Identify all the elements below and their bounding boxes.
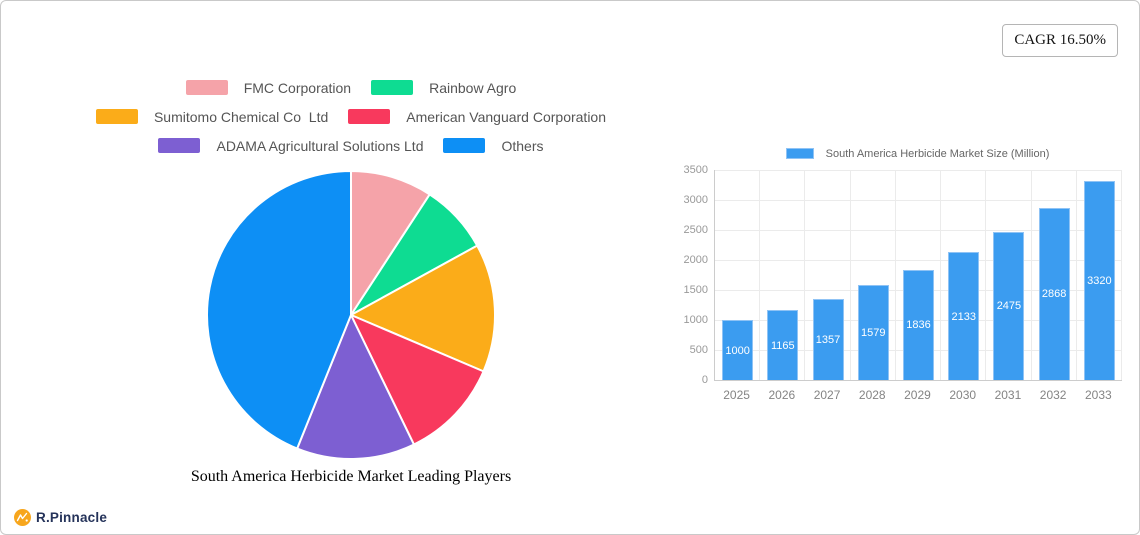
- bar-chart-legend-item[interactable]: South America Herbicide Market Size (Mil…: [714, 147, 1121, 160]
- pie-slice-american-vanguard-corporation[interactable]: [350, 314, 485, 446]
- bar-2025[interactable]: 1000: [722, 320, 754, 380]
- x-axis-label: 2030: [949, 388, 977, 402]
- legend-item-fmc-corporation[interactable]: FMC Corporation: [185, 79, 352, 96]
- legend-swatch: [348, 109, 391, 124]
- gridline-vertical: [985, 170, 987, 380]
- legend-item-others[interactable]: Others: [443, 137, 544, 154]
- bar-2029[interactable]: 1836: [903, 269, 934, 380]
- bar-value-label: 1165: [771, 339, 795, 352]
- x-axis-label: 2027: [813, 388, 841, 402]
- bar-legend-label: South America Herbicide Market Size (Mil…: [825, 147, 1050, 160]
- bar-value-label: 2133: [951, 310, 976, 323]
- y-axis-tick-label: 2500: [683, 224, 708, 236]
- legend-label: FMC Corporation: [243, 79, 352, 96]
- legend-swatch: [443, 138, 486, 153]
- bar-value-label: 1000: [725, 344, 750, 357]
- x-axis-label: 2025: [723, 388, 750, 402]
- pie-slice-sumitomo-chemical-co-ltd[interactable]: [350, 244, 496, 373]
- legend-label: ADAMA Agricultural Solutions Ltd: [216, 137, 424, 154]
- bar-value-label: 2475: [996, 300, 1022, 313]
- x-axis-label: 2029: [904, 388, 931, 402]
- legend-swatch: [158, 138, 201, 153]
- gridline-vertical: [804, 170, 806, 380]
- pie-slice-others[interactable]: [206, 170, 352, 450]
- bar-2026[interactable]: 1165: [767, 310, 799, 380]
- gridline-horizontal: [715, 230, 1122, 231]
- bar-value-label: 3320: [1087, 274, 1112, 287]
- pie-chart-wrap: [205, 169, 497, 461]
- legend-item-sumitomo-chemical-co-ltd[interactable]: Sumitomo Chemical Co Ltd: [95, 108, 329, 125]
- bar-value-label: 1579: [861, 327, 886, 340]
- pie-chart-title: South America Herbicide Market Leading P…: [190, 468, 512, 485]
- y-axis-tick-label: 500: [689, 344, 708, 356]
- pie-slice-adama-agricultural-solutions-ltd[interactable]: [296, 314, 415, 460]
- gridline-horizontal: [715, 260, 1122, 261]
- bar-2031[interactable]: 2475: [993, 231, 1025, 380]
- gridline-vertical: [1121, 170, 1122, 380]
- pie-legend: FMC Corporation Rainbow Agro Sumitomo Chem…: [1, 73, 701, 160]
- x-axis-labels: 2025 2026 2027 2028 2029 2030 2031 2032 2033: [714, 388, 1121, 402]
- y-axis-tick-label: 3500: [683, 164, 708, 176]
- bar-chart-panel: South America Herbicide Market Size (Mil…: [684, 147, 1122, 402]
- bar-legend-swatch: [785, 148, 814, 159]
- bar-value-label: 1836: [906, 319, 931, 332]
- y-axis-tick-label: 1500: [683, 284, 708, 296]
- legend-label: Sumitomo Chemical Co Ltd: [153, 108, 329, 125]
- pie-chart[interactable]: [205, 169, 497, 461]
- gridline-vertical: [940, 170, 942, 380]
- bar-2030[interactable]: 2133: [948, 252, 980, 380]
- y-axis-tick-label: 3000: [683, 194, 708, 206]
- gridline-horizontal: [715, 200, 1122, 201]
- gridline-vertical: [1075, 170, 1077, 380]
- x-axis-label: 2028: [858, 388, 886, 402]
- cagr-badge: CAGR 16.50%: [1002, 24, 1118, 57]
- pie-legend-row: Sumitomo Chemical Co Ltd American Vanguar…: [1, 102, 701, 131]
- pinnacle-circle-icon: [14, 509, 31, 526]
- logo: R.Pinnacle: [14, 509, 107, 526]
- pie-legend-row: ADAMA Agricultural Solutions Ltd Others: [1, 131, 701, 160]
- legend-item-rainbow-agro[interactable]: Rainbow Agro: [371, 80, 516, 96]
- bar-value-label: 1357: [815, 333, 841, 346]
- x-axis-label: 2032: [1039, 388, 1067, 402]
- bar-plot: 0 500 1000 1500 2000 2500 3000 3500 1000 1165 1357…: [684, 164, 1122, 386]
- bar-value-label: 2868: [1041, 288, 1067, 301]
- x-axis-label: 2031: [994, 388, 1022, 402]
- x-axis-label: 2026: [768, 388, 796, 402]
- legend-label: American Vanguard Corporation: [406, 108, 607, 125]
- bar-2027[interactable]: 1357: [812, 298, 844, 380]
- bar-2028[interactable]: 1579: [857, 285, 889, 380]
- gridline-vertical: [894, 170, 896, 380]
- y-axis-tick-label: 2000: [683, 254, 708, 266]
- y-axis-tick-label: 0: [701, 374, 708, 386]
- bar-2033[interactable]: 3320: [1083, 180, 1115, 380]
- pie-legend-row: FMC Corporation Rainbow Agro: [1, 73, 701, 102]
- gridline-vertical: [1030, 170, 1032, 380]
- logo-text: R.Pinnacle: [36, 510, 108, 525]
- gridline-vertical: [759, 170, 761, 380]
- y-axis-tick-label: 1000: [683, 314, 708, 326]
- legend-label: Others: [501, 137, 544, 154]
- legend-swatch: [95, 109, 138, 124]
- gridline-vertical: [849, 170, 851, 380]
- legend-swatch: [371, 80, 414, 95]
- legend-label: Rainbow Agro: [429, 79, 517, 96]
- pie-slice-fmc-corporation[interactable]: [350, 170, 431, 316]
- legend-swatch: [185, 80, 228, 95]
- x-axis-label: 2033: [1085, 388, 1112, 402]
- legend-item-american-vanguard-corporation[interactable]: American Vanguard Corporation: [348, 109, 606, 125]
- bar-2032[interactable]: 2868: [1038, 207, 1070, 380]
- gridline-horizontal: [715, 170, 1122, 171]
- pie-chart-panel: FMC Corporation Rainbow Agro Sumitomo Chem…: [1, 73, 701, 486]
- legend-item-adama-agricultural-solutions-ltd[interactable]: ADAMA Agricultural Solutions Ltd: [158, 138, 423, 154]
